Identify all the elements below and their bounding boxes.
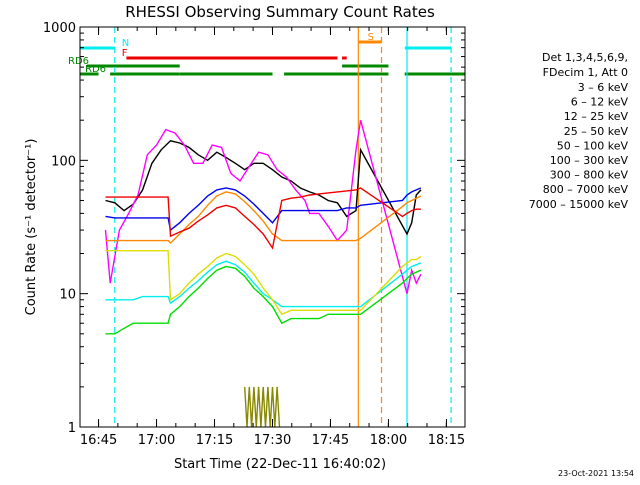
vertical-markers — [114, 27, 452, 427]
series-line-3 — [105, 260, 422, 308]
x-tick-label: 16:45 — [80, 433, 117, 448]
chart-title: RHESSI Observing Summary Count Rates — [125, 3, 435, 21]
y-axis-ticks: 1 10 100 1000 — [43, 21, 465, 436]
x-tick-label: 17:15 — [196, 433, 233, 448]
y-tick-label: 1000 — [43, 21, 76, 36]
x-tick-label: 17:45 — [312, 433, 349, 448]
legend-header-line-2: FDecim 1, Att 0 — [543, 66, 628, 79]
x-tick-label: 18:15 — [428, 433, 465, 448]
flag-bar-label: RD6 — [85, 64, 106, 75]
flag-bar-label: S — [368, 32, 374, 43]
series-line-2 — [105, 265, 422, 335]
flag-bar-label: RD6 — [68, 56, 89, 67]
x-tick-label: 17:00 — [138, 433, 175, 448]
x-axis-label: Start Time (22-Dec-11 16:40:02) — [174, 457, 386, 472]
series-line-6 — [105, 187, 422, 232]
y-tick-label: 100 — [51, 154, 76, 169]
x-axis-ticks: 16:45 17:00 17:15 17:30 17:45 18:00 18:15 — [80, 27, 465, 448]
legend-entry: 100 – 300 keV — [550, 154, 629, 167]
legend-entry: 6 – 12 keV — [571, 96, 629, 109]
series-line-0 — [105, 140, 422, 236]
x-tick-label: 17:30 — [254, 433, 291, 448]
legend-entry: 50 – 100 keV — [557, 139, 629, 152]
series-line-8 — [244, 386, 281, 428]
legend-entry: 300 – 800 keV — [550, 169, 629, 182]
series-group — [104, 120, 422, 428]
y-tick-label: 1 — [68, 421, 76, 436]
legend-entry: 25 – 50 keV — [564, 125, 629, 138]
legend-entry: 7000 – 15000 keV — [529, 198, 629, 211]
series-line-1 — [104, 120, 422, 294]
flag-bar-label: N — [122, 38, 129, 49]
y-tick-label: 10 — [59, 288, 76, 303]
legend-entry: 3 – 6 keV — [578, 81, 629, 94]
legend-header-line-1: Det 1,3,4,5,6,9, — [542, 51, 628, 64]
y-axis-label: Count Rate (s⁻¹ detector⁻¹) — [24, 139, 39, 316]
legend-entry: 800 – 7000 keV — [543, 183, 629, 196]
series-line-4 — [105, 250, 422, 316]
footer-timestamp: 23-Oct-2021 13:54 — [558, 469, 634, 478]
legend-entry: 12 – 25 keV — [564, 110, 629, 123]
x-tick-label: 18:00 — [370, 433, 407, 448]
flag-bar-label: F — [122, 48, 128, 59]
series-line-5 — [105, 191, 422, 244]
series-line-7 — [105, 187, 421, 250]
